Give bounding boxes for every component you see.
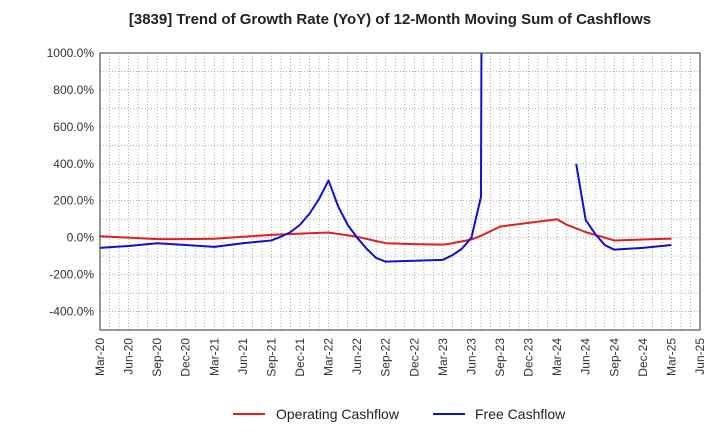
- x-tick-label: Dec-23: [522, 338, 536, 377]
- y-tick-label: 800.0%: [53, 83, 94, 97]
- x-tick-label: Jun-24: [579, 338, 593, 375]
- x-tick-label: Jun-23: [464, 338, 478, 375]
- plot-frame: [99, 52, 701, 331]
- y-tick-label: -400.0%: [49, 305, 94, 319]
- plot-area: [100, 53, 700, 330]
- grid-layer: [99, 52, 701, 331]
- x-tick-label: Sep-22: [379, 338, 393, 377]
- legend-label-operating-cashflow: Operating Cashflow: [276, 406, 400, 422]
- x-tick-label: Dec-20: [179, 338, 193, 377]
- series-layer: [100, 53, 672, 263]
- x-tick-label: Dec-24: [636, 338, 650, 377]
- x-tick-label: Mar-20: [93, 338, 107, 376]
- y-tick-label: 600.0%: [53, 120, 94, 134]
- x-tick-label: Jun-25: [693, 338, 707, 375]
- y-tick-label: 0.0%: [67, 231, 95, 245]
- x-tick-label: Dec-21: [293, 338, 307, 377]
- x-tick-label: Sep-20: [150, 338, 164, 377]
- legend-label-free-cashflow: Free Cashflow: [475, 406, 566, 422]
- y-tick-label: 400.0%: [53, 157, 94, 171]
- x-tick-label: Mar-22: [322, 338, 336, 376]
- series-line-free-cashflow: [100, 53, 483, 263]
- x-tick-label: Jun-21: [236, 338, 250, 375]
- chart-title: [3839] Trend of Growth Rate (YoY) of 12-…: [129, 11, 651, 28]
- legend: Operating Cashflow Free Cashflow: [233, 406, 566, 422]
- series-line-free-cashflow-segment-2: [575, 163, 672, 251]
- x-tick-label: Sep-23: [493, 338, 507, 377]
- x-tick-label: Mar-21: [207, 338, 221, 376]
- x-tick-label: Dec-22: [407, 338, 421, 377]
- x-tick-label: Jun-20: [122, 338, 136, 375]
- x-tick-label: Sep-21: [264, 338, 278, 377]
- x-tick-label: Mar-25: [664, 338, 678, 376]
- x-tick-label: Mar-24: [550, 338, 564, 376]
- x-tick-label: Mar-23: [436, 338, 450, 376]
- y-tick-label: 200.0%: [53, 194, 94, 208]
- axis-layer: 1000.0% 800.0% 600.0% 400.0% 200.0% 0.0% -200.…: [47, 46, 707, 377]
- x-tick-label: Sep-24: [607, 338, 621, 377]
- y-tick-label: 1000.0%: [47, 46, 95, 60]
- y-tick-label: -200.0%: [49, 268, 94, 282]
- series-line-operating-cashflow: [100, 218, 672, 246]
- x-tick-label: Jun-22: [350, 338, 364, 375]
